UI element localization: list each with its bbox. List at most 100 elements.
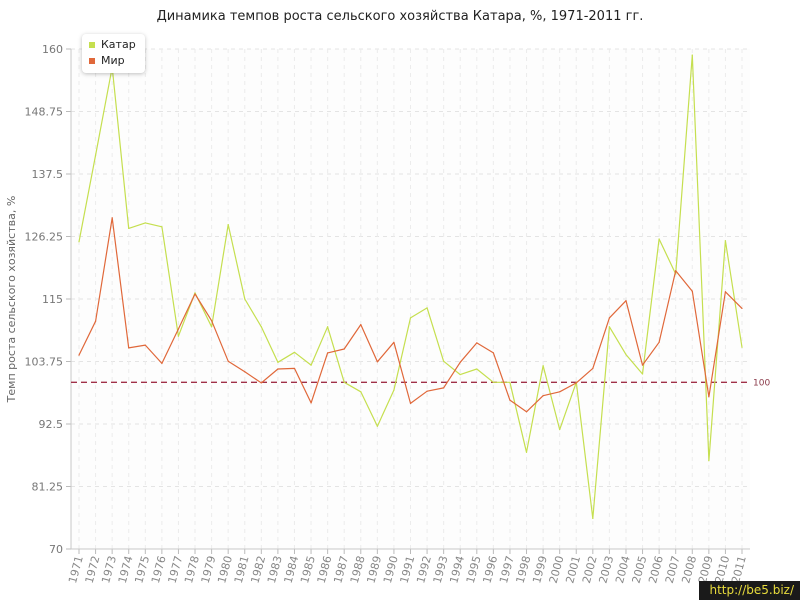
- data-point[interactable]: [343, 381, 345, 383]
- data-point[interactable]: [343, 348, 345, 350]
- data-point[interactable]: [741, 346, 743, 348]
- data-point[interactable]: [559, 391, 561, 393]
- data-point[interactable]: [708, 396, 710, 398]
- data-point[interactable]: [327, 352, 329, 354]
- y-tick-labels: 70 81.25 92.5 103.75 115 126.25 137.5 148.75 160: [25, 43, 64, 556]
- data-point[interactable]: [525, 411, 528, 413]
- data-point[interactable]: [658, 238, 660, 240]
- data-point[interactable]: [393, 341, 395, 343]
- data-point[interactable]: [724, 291, 727, 293]
- data-point[interactable]: [426, 307, 428, 309]
- data-point[interactable]: [575, 382, 577, 384]
- data-point[interactable]: [691, 290, 693, 292]
- reference-line-group: 100: [71, 378, 770, 388]
- y-tick-label: 92.5: [39, 418, 64, 431]
- data-point[interactable]: [310, 364, 312, 366]
- data-point[interactable]: [426, 390, 428, 392]
- data-point[interactable]: [177, 335, 180, 337]
- legend-label-world: Мир: [101, 54, 125, 67]
- data-point[interactable]: [211, 320, 213, 322]
- data-point[interactable]: [161, 362, 163, 365]
- data-point[interactable]: [360, 323, 362, 326]
- data-point[interactable]: [244, 298, 246, 300]
- x-tick-labels: 1971197219731974197519761977197819791980…: [66, 554, 749, 584]
- data-point[interactable]: [376, 425, 378, 427]
- data-point[interactable]: [128, 347, 130, 349]
- data-point[interactable]: [227, 360, 229, 362]
- data-point[interactable]: [78, 354, 80, 356]
- data-point[interactable]: [625, 300, 627, 302]
- data-point[interactable]: [459, 361, 461, 363]
- data-point[interactable]: [376, 361, 378, 363]
- data-point[interactable]: [641, 364, 644, 366]
- data-point[interactable]: [260, 326, 262, 328]
- data-point[interactable]: [409, 317, 412, 319]
- data-point[interactable]: [443, 387, 445, 389]
- data-point[interactable]: [144, 222, 146, 224]
- data-point[interactable]: [293, 351, 296, 353]
- legend: Катар Мир: [82, 34, 145, 73]
- data-point[interactable]: [409, 402, 412, 405]
- data-point[interactable]: [310, 402, 312, 404]
- data-point[interactable]: [443, 360, 445, 362]
- data-point[interactable]: [94, 320, 97, 322]
- data-point[interactable]: [161, 226, 163, 228]
- data-point[interactable]: [194, 292, 196, 294]
- data-point[interactable]: [360, 391, 362, 393]
- data-point[interactable]: [509, 381, 511, 383]
- data-point[interactable]: [211, 326, 213, 328]
- data-point[interactable]: [476, 368, 478, 370]
- data-point[interactable]: [277, 361, 279, 363]
- reference-line-label: 100: [753, 378, 770, 388]
- data-point[interactable]: [724, 240, 727, 242]
- data-point[interactable]: [509, 399, 511, 401]
- data-point[interactable]: [691, 54, 693, 56]
- data-point[interactable]: [459, 373, 461, 376]
- data-point[interactable]: [128, 227, 130, 230]
- data-point[interactable]: [293, 367, 296, 370]
- data-point[interactable]: [78, 241, 80, 243]
- data-point[interactable]: [244, 371, 246, 373]
- data-point[interactable]: [708, 460, 710, 462]
- data-point[interactable]: [476, 342, 478, 344]
- data-point[interactable]: [144, 344, 146, 346]
- chart-title: Динамика темпов роста сельского хозяйств…: [156, 9, 644, 24]
- data-point[interactable]: [658, 341, 660, 343]
- data-point[interactable]: [194, 293, 196, 295]
- data-point[interactable]: [492, 352, 494, 354]
- data-point[interactable]: [592, 367, 594, 370]
- data-point[interactable]: [608, 326, 611, 328]
- data-point[interactable]: [675, 270, 677, 272]
- data-point[interactable]: [260, 382, 262, 384]
- y-tick-label: 137.5: [32, 168, 64, 181]
- data-point[interactable]: [393, 389, 395, 391]
- legend-item-qatar[interactable]: Катар: [89, 37, 136, 53]
- data-point[interactable]: [542, 365, 544, 367]
- data-point[interactable]: [592, 517, 594, 520]
- y-axis-label: Темп роста сельского хозяйства, %: [5, 196, 18, 404]
- y-tick-label: 81.25: [32, 481, 64, 494]
- data-point[interactable]: [542, 395, 544, 397]
- watermark-link[interactable]: http://be5.biz/: [699, 581, 800, 600]
- legend-item-world[interactable]: Мир: [89, 53, 136, 69]
- data-point[interactable]: [741, 307, 743, 310]
- data-point[interactable]: [625, 353, 627, 356]
- data-point[interactable]: [608, 317, 611, 319]
- series-lines: [78, 54, 743, 520]
- data-point[interactable]: [525, 451, 528, 453]
- y-tick-label: 103.75: [25, 356, 64, 369]
- legend-swatch-world: [89, 58, 95, 64]
- data-point[interactable]: [559, 428, 561, 431]
- legend-swatch-qatar: [89, 42, 95, 48]
- data-point[interactable]: [94, 154, 97, 156]
- data-point[interactable]: [641, 373, 644, 375]
- data-point[interactable]: [177, 328, 180, 330]
- y-tick-label: 126.25: [25, 231, 64, 244]
- y-tick-label: 70: [49, 543, 63, 556]
- data-point[interactable]: [111, 217, 113, 219]
- y-tick-label: 160: [42, 43, 63, 56]
- data-point[interactable]: [227, 223, 229, 226]
- data-point[interactable]: [327, 326, 329, 328]
- data-point[interactable]: [277, 368, 279, 370]
- data-point[interactable]: [492, 381, 494, 383]
